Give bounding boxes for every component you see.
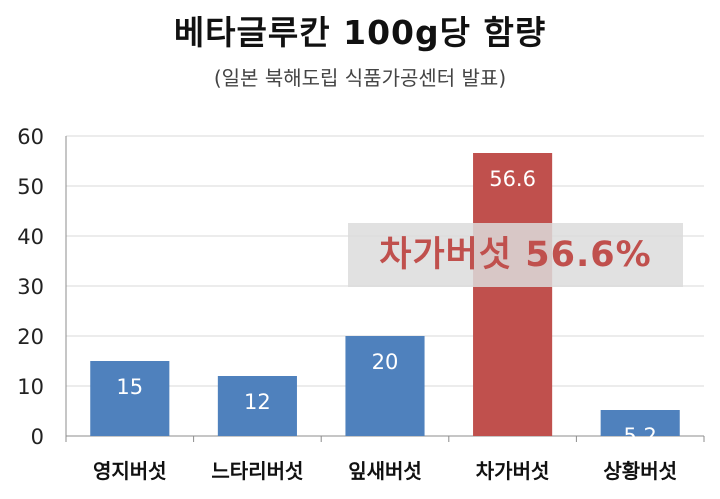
x-category-label: 차가버섯 [476, 459, 550, 483]
bar-1 [217, 376, 297, 436]
data-label: 56.6 [489, 167, 536, 191]
chart-subtitle: (일본 북해도립 식품가공센터 발표) [213, 66, 507, 90]
y-tick-label: 30 [17, 275, 44, 299]
highlight-annotation-text: 차가버섯 56.6% [379, 235, 652, 275]
x-category-label: 영지버섯 [93, 459, 167, 483]
y-tick-label: 0 [31, 425, 44, 449]
bar-0 [90, 361, 170, 436]
x-category-label: 잎새버섯 [348, 459, 422, 483]
y-tick-label: 60 [17, 125, 44, 149]
chart-title: 베타글루칸 100g당 함량 [173, 13, 547, 52]
y-tick-label: 50 [17, 175, 44, 199]
y-tick-label: 10 [17, 375, 44, 399]
y-tick-label: 20 [17, 325, 44, 349]
highlight-annotation-box: 차가버섯 56.6% [348, 223, 683, 287]
data-label: 20 [372, 350, 399, 374]
x-category-label: 상황버섯 [603, 459, 677, 483]
bar-3 [473, 153, 553, 436]
x-category-label: 느타리버섯 [211, 459, 303, 483]
data-label: 15 [116, 375, 143, 399]
bar-2 [345, 336, 425, 436]
data-label: 5.2 [623, 424, 656, 448]
bar-4 [600, 410, 680, 436]
data-label: 12 [244, 390, 271, 414]
y-tick-label: 40 [17, 225, 44, 249]
